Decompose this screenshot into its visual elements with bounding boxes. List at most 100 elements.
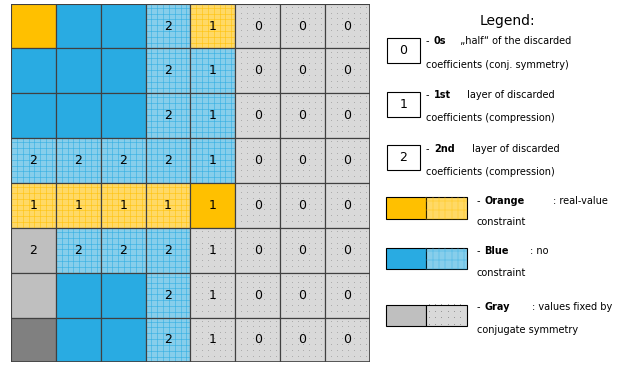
Text: 1st: 1st <box>434 90 451 100</box>
Bar <box>11 93 56 138</box>
Text: 2: 2 <box>29 154 37 167</box>
Text: 1: 1 <box>209 244 217 257</box>
Bar <box>386 247 426 269</box>
Bar <box>191 4 236 49</box>
Bar <box>191 183 236 228</box>
Bar <box>145 228 191 273</box>
Bar <box>11 318 56 362</box>
Bar <box>280 4 325 49</box>
Bar <box>325 4 370 49</box>
Bar <box>11 49 56 93</box>
Bar <box>100 49 145 93</box>
Text: coefficients (conj. symmetry): coefficients (conj. symmetry) <box>426 60 569 70</box>
Text: constraint: constraint <box>477 268 526 278</box>
Text: 2: 2 <box>164 333 172 347</box>
Bar <box>236 49 280 93</box>
Text: coefficients (compression): coefficients (compression) <box>426 113 555 123</box>
Bar <box>100 183 145 228</box>
Bar <box>280 93 325 138</box>
Bar <box>426 305 467 326</box>
Bar <box>280 273 325 318</box>
Text: 2: 2 <box>164 288 172 302</box>
Text: 1: 1 <box>119 199 127 212</box>
Text: -: - <box>477 302 483 312</box>
Text: 0: 0 <box>253 154 262 167</box>
Text: conjugate symmetry: conjugate symmetry <box>477 325 578 335</box>
Text: 1: 1 <box>209 199 217 212</box>
Text: 0: 0 <box>343 244 351 257</box>
Bar <box>56 49 100 93</box>
Bar <box>325 273 370 318</box>
Bar <box>236 273 280 318</box>
Bar <box>325 93 370 138</box>
Text: 2: 2 <box>164 64 172 78</box>
Bar <box>280 49 325 93</box>
Text: 0: 0 <box>343 199 351 212</box>
Bar <box>145 273 191 318</box>
Bar <box>56 93 100 138</box>
Text: : values fixed by: : values fixed by <box>532 302 612 312</box>
Bar <box>11 273 56 318</box>
Text: 2: 2 <box>29 244 37 257</box>
Text: 1: 1 <box>399 98 408 111</box>
Bar <box>191 318 236 362</box>
Text: 2: 2 <box>164 244 172 257</box>
Text: 0: 0 <box>343 333 351 347</box>
Bar <box>100 273 145 318</box>
Bar <box>325 228 370 273</box>
Bar <box>191 228 236 273</box>
Bar <box>56 273 100 318</box>
Bar <box>56 183 100 228</box>
Text: 2: 2 <box>119 244 127 257</box>
Text: 0: 0 <box>343 19 351 33</box>
Bar <box>11 138 56 183</box>
Text: 2: 2 <box>399 152 408 164</box>
Bar <box>280 318 325 362</box>
Text: 2: 2 <box>164 109 172 122</box>
Bar <box>191 273 236 318</box>
Bar <box>426 247 467 269</box>
Text: Blue: Blue <box>484 246 509 256</box>
Text: 0: 0 <box>298 244 307 257</box>
Text: Orange: Orange <box>484 196 525 206</box>
Text: 0: 0 <box>298 19 307 33</box>
Bar <box>56 4 100 49</box>
Text: 2: 2 <box>74 154 83 167</box>
Text: 1: 1 <box>209 154 217 167</box>
Text: 0: 0 <box>253 19 262 33</box>
Bar <box>386 197 426 219</box>
Text: -: - <box>477 246 483 256</box>
Bar <box>236 4 280 49</box>
Text: coefficients (compression): coefficients (compression) <box>426 167 555 177</box>
Bar <box>11 228 56 273</box>
Text: 0: 0 <box>298 333 307 347</box>
Text: 1: 1 <box>209 333 217 347</box>
Text: 0: 0 <box>399 44 408 57</box>
Bar <box>236 183 280 228</box>
Bar <box>325 183 370 228</box>
Text: 1: 1 <box>164 199 172 212</box>
Text: 0: 0 <box>253 244 262 257</box>
Text: 0: 0 <box>298 199 307 212</box>
Bar <box>56 228 100 273</box>
Bar <box>325 49 370 93</box>
Bar <box>236 93 280 138</box>
Text: layer of discarded: layer of discarded <box>464 90 555 100</box>
Text: 1: 1 <box>209 109 217 122</box>
Bar <box>280 138 325 183</box>
Bar <box>191 49 236 93</box>
Text: 1: 1 <box>209 64 217 78</box>
Text: 2: 2 <box>164 19 172 33</box>
Bar <box>236 318 280 362</box>
Text: 1: 1 <box>29 199 37 212</box>
Bar <box>387 145 420 171</box>
Text: 0: 0 <box>253 109 262 122</box>
Bar <box>426 197 467 219</box>
Bar <box>145 183 191 228</box>
Text: 0: 0 <box>253 64 262 78</box>
Text: 0: 0 <box>253 288 262 302</box>
Text: „half“ of the discarded: „half“ of the discarded <box>457 36 571 46</box>
Text: Gray: Gray <box>484 302 510 312</box>
Text: 0: 0 <box>298 154 307 167</box>
Text: -: - <box>477 196 483 206</box>
